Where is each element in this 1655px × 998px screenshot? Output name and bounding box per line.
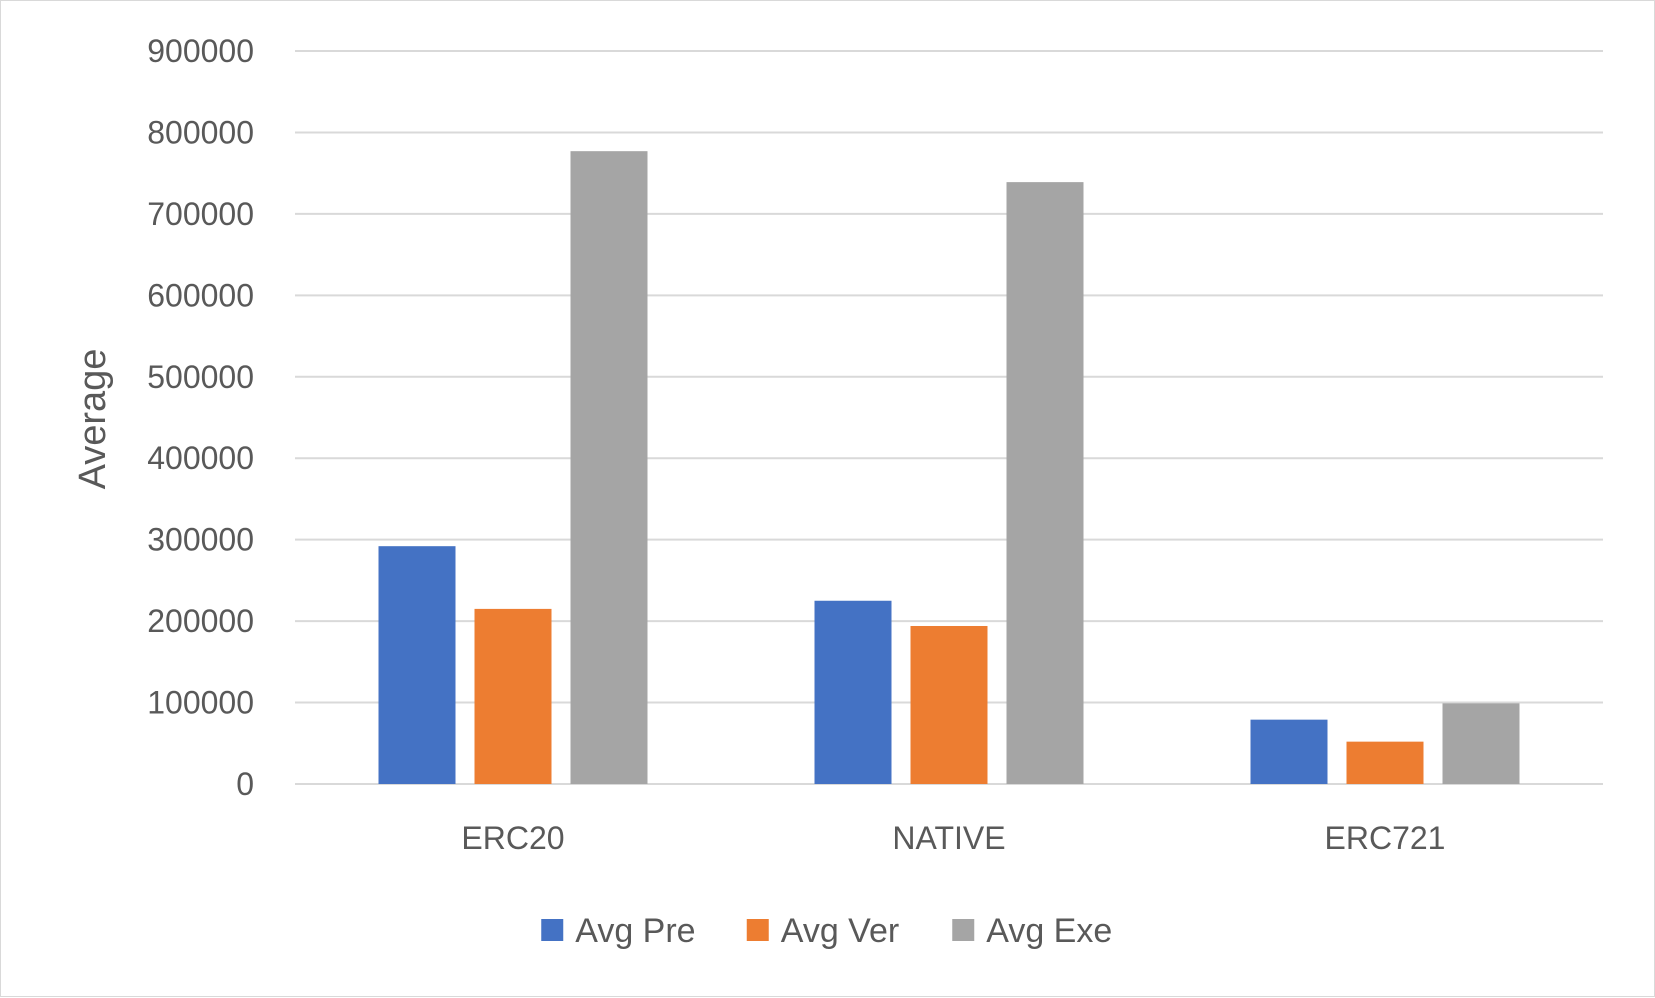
y-tick-label: 300000 bbox=[147, 522, 254, 558]
bar-avg-exe-erc721 bbox=[1442, 703, 1520, 784]
legend: Avg Pre Avg Ver Avg Exe bbox=[541, 912, 1112, 950]
y-tick-label: 600000 bbox=[147, 277, 254, 313]
bars bbox=[378, 151, 1520, 785]
y-tick-label: 700000 bbox=[147, 196, 254, 232]
bar-avg-ver-native bbox=[910, 625, 988, 784]
x-axis-tick-labels: ERC20 NATIVE ERC721 bbox=[461, 820, 1445, 856]
legend-swatch bbox=[952, 919, 975, 941]
y-axis-tick-labels: 0 100000 200000 300000 400000 500000 600000 700… bbox=[147, 33, 254, 802]
y-tick-label: 800000 bbox=[147, 114, 254, 150]
y-tick-label: 100000 bbox=[147, 685, 254, 721]
bar-avg-exe-native bbox=[1006, 182, 1084, 784]
legend-label: Avg Exe bbox=[986, 912, 1112, 950]
legend-swatch bbox=[746, 919, 769, 941]
legend-label: Avg Ver bbox=[781, 912, 899, 950]
x-tick-label: ERC721 bbox=[1325, 820, 1446, 856]
y-tick-label: 500000 bbox=[147, 359, 254, 395]
x-tick-label: ERC20 bbox=[461, 820, 564, 856]
bar-avg-pre-native bbox=[814, 600, 892, 784]
y-tick-label: 400000 bbox=[147, 440, 254, 476]
y-axis-title: Average bbox=[72, 349, 114, 490]
legend-label: Avg Pre bbox=[575, 912, 695, 950]
bar-avg-ver-erc20 bbox=[474, 608, 552, 784]
y-tick-label: 0 bbox=[236, 766, 254, 802]
bar-avg-ver-erc721 bbox=[1346, 741, 1424, 784]
y-tick-label: 200000 bbox=[147, 603, 254, 639]
bar-avg-exe-erc20 bbox=[570, 151, 648, 785]
bar-avg-pre-erc20 bbox=[378, 546, 456, 784]
legend-swatch bbox=[541, 919, 564, 941]
bar-avg-pre-erc721 bbox=[1250, 719, 1328, 784]
y-tick-label: 900000 bbox=[147, 33, 254, 69]
x-tick-label: NATIVE bbox=[892, 820, 1005, 856]
